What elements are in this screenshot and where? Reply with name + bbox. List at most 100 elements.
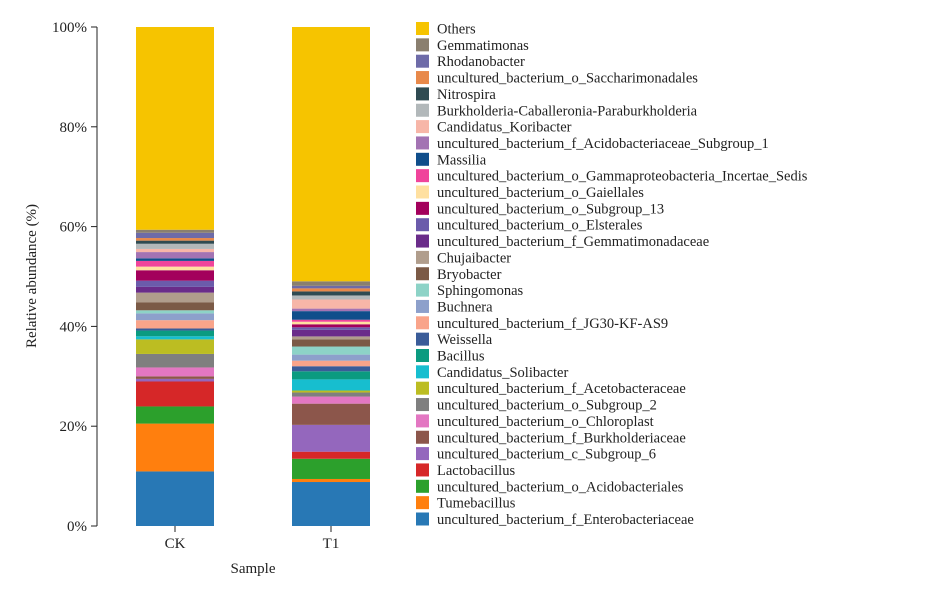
bar-segment	[136, 252, 214, 259]
bar-segment	[136, 292, 214, 303]
legend-swatch	[416, 22, 429, 35]
legend-swatch	[416, 38, 429, 52]
plot-area	[136, 27, 370, 526]
bar-segment	[136, 229, 214, 233]
legend-label: Others	[437, 22, 476, 38]
legend-label: Massilia	[437, 152, 487, 168]
x-tick-label: CK	[165, 536, 186, 552]
legend-swatch	[416, 316, 429, 330]
bar-segment	[136, 367, 214, 377]
legend-label: Rhodanobacter	[437, 54, 525, 70]
legend-label: Candidatus_Koribacter	[437, 120, 572, 136]
legend-swatch	[416, 234, 429, 248]
legend-swatch	[416, 332, 429, 346]
bar-segment	[136, 280, 214, 287]
bar-segment	[292, 285, 370, 289]
bar-segment	[292, 451, 370, 459]
legend-swatch	[416, 103, 429, 117]
legend-swatch	[416, 512, 429, 526]
legend-label: Weissella	[437, 332, 493, 348]
bar-segment	[292, 403, 370, 425]
legend-swatch	[416, 479, 429, 493]
legend-label: Buchnera	[437, 299, 493, 315]
legend-label: uncultured_bacterium_o_Gammaproteobacter…	[437, 169, 808, 185]
y-tick-label: 100%	[52, 20, 87, 36]
legend-label: uncultured_bacterium_f_Burkholderiaceae	[437, 430, 686, 446]
bar-segment	[136, 270, 214, 281]
legend-label: uncultured_bacterium_f_JG30-KF-AS9	[437, 316, 668, 332]
legend-swatch	[416, 136, 429, 150]
bar-segment	[136, 423, 214, 472]
legend-label: uncultured_bacterium_o_Subgroup_13	[437, 201, 664, 217]
legend-label: uncultured_bacterium_f_Enterobacteriacea…	[437, 512, 694, 528]
legend-label: Lactobacillus	[437, 463, 515, 479]
bar-segment	[136, 381, 214, 407]
legend-swatch	[416, 414, 429, 428]
legend-swatch	[416, 250, 429, 264]
legend-label: uncultured_bacterium_o_Gaiellales	[437, 185, 644, 201]
legend-label: uncultured_bacterium_o_Chloroplast	[437, 414, 654, 430]
x-tick-label: T1	[323, 536, 340, 552]
bar-segment	[292, 379, 370, 391]
legend-swatch	[416, 169, 429, 183]
legend-label: uncultured_bacterium_o_Acidobacteriales	[437, 479, 684, 495]
legend-label: Nitrospira	[437, 87, 496, 103]
bar-segment	[136, 376, 214, 379]
bar-segment	[136, 471, 214, 526]
legend-swatch	[416, 152, 429, 166]
bar-segment	[136, 339, 214, 354]
legend-swatch	[416, 54, 429, 68]
y-tick-label: 60%	[60, 220, 88, 236]
bar-segment	[136, 286, 214, 293]
bar-segment	[292, 346, 370, 355]
legend-label: uncultured_bacterium_f_Acetobacteraceae	[437, 381, 686, 397]
y-tick-label: 40%	[60, 319, 88, 335]
bar-segment	[136, 240, 214, 244]
bar-segment	[136, 232, 214, 239]
bar-segment	[292, 319, 370, 322]
bar-segment	[292, 458, 370, 479]
legend-label: Bacillus	[437, 349, 485, 365]
bar-segment	[292, 281, 370, 286]
bar-segment	[136, 248, 214, 253]
bar-segment	[136, 378, 214, 382]
bar-segment	[292, 478, 370, 483]
bar-segment	[292, 288, 370, 292]
legend-swatch	[416, 120, 429, 134]
legend-swatch	[416, 185, 429, 199]
bar-segment	[136, 243, 214, 249]
legend-swatch	[416, 365, 429, 379]
bar-segment	[136, 320, 214, 329]
bar-segment	[136, 302, 214, 311]
bar-segment	[292, 27, 370, 282]
bar-segment	[136, 330, 214, 337]
legend-label: Burkholderia-Caballeronia-Paraburkholder…	[437, 103, 698, 119]
bar-segment	[292, 354, 370, 361]
legend-label: Tumebacillus	[437, 496, 516, 512]
bar-segment	[292, 392, 370, 397]
legend-swatch	[416, 267, 429, 281]
legend-label: Bryobacter	[437, 267, 502, 283]
legend-label: Gemmatimonas	[437, 38, 529, 54]
legend-swatch	[416, 381, 429, 395]
legend-swatch	[416, 496, 429, 510]
legend-swatch	[416, 430, 429, 444]
bar-segment	[136, 313, 214, 321]
bar-segment	[136, 27, 214, 230]
bar-segment	[292, 336, 370, 340]
y-tick-label: 20%	[60, 419, 88, 435]
x-axis-title: Sample	[231, 561, 276, 577]
legend-label: uncultured_bacterium_o_Subgroup_2	[437, 398, 657, 414]
legend-swatch	[416, 201, 429, 215]
bar-segment	[136, 310, 214, 314]
legend-swatch	[416, 447, 429, 461]
legend-label: Chujaibacter	[437, 250, 511, 266]
legend-swatch	[416, 349, 429, 362]
legend-label: Sphingomonas	[437, 283, 524, 299]
bar-segment	[292, 482, 370, 526]
legend-label: uncultured_bacterium_c_Subgroup_6	[437, 447, 656, 463]
legend-swatch	[416, 87, 429, 101]
bar-segment	[292, 360, 370, 367]
